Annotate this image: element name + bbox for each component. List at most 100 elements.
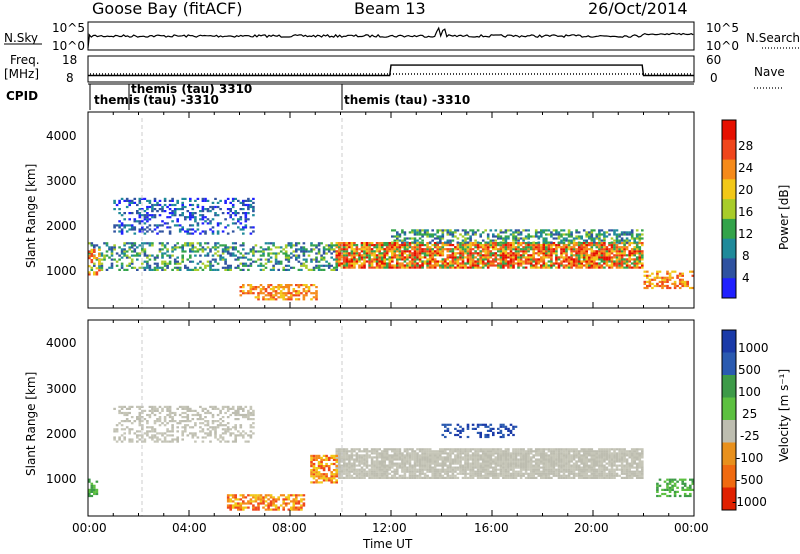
heatmap-cell (517, 466, 520, 469)
heatmap-cell (416, 262, 419, 265)
heatmap-cell (143, 216, 147, 219)
heatmap-cell (540, 448, 543, 451)
heatmap-cell (383, 462, 386, 465)
heatmap-cell (186, 407, 190, 410)
heatmap-cell (128, 242, 131, 245)
heatmap-cell (620, 252, 624, 255)
heatmap-cell (226, 208, 230, 211)
heatmap-cell (201, 208, 205, 211)
heatmap-cell (345, 468, 349, 471)
heatmap-cell (385, 246, 389, 249)
heatmap-cell (638, 252, 642, 255)
heatmap-cell (105, 244, 109, 247)
heatmap-cell (284, 264, 288, 267)
heatmap-cell (565, 244, 568, 247)
heatmap-cell (590, 462, 594, 465)
heatmap-cell (603, 233, 606, 236)
heatmap-cell (292, 294, 296, 297)
heatmap-cell (433, 260, 437, 263)
heatmap-cell (231, 230, 235, 233)
heatmap-cell (486, 233, 490, 236)
heatmap-cell (146, 426, 149, 429)
heatmap-cell (375, 452, 379, 455)
heatmap-cell (194, 246, 197, 249)
heatmap-cell (229, 216, 232, 219)
heatmap-cell (156, 201, 159, 204)
heatmap-cell (189, 268, 192, 271)
heatmap-cell (509, 242, 513, 245)
heatmap-cell (191, 212, 195, 215)
heatmap-cell (635, 470, 639, 473)
heatmap-cell (504, 256, 508, 259)
heatmap-cell (363, 454, 366, 457)
heatmap-cell (90, 261, 94, 264)
heatmap-cell (413, 246, 417, 249)
heatmap-cell (252, 248, 255, 251)
heatmap-cell (229, 413, 232, 417)
heatmap-cell (194, 220, 197, 223)
heatmap-cell (555, 256, 558, 259)
heatmap-cell (560, 448, 563, 451)
heatmap-cell (353, 460, 356, 463)
heatmap-cell (603, 250, 606, 253)
heatmap-cell (509, 246, 513, 249)
heatmap-cell (557, 470, 561, 473)
heatmap-cell (310, 248, 313, 251)
heatmap-cell (173, 210, 177, 213)
heatmap-cell (151, 205, 154, 209)
heatmap-cell (466, 468, 470, 471)
heatmap-cell (474, 454, 477, 457)
heatmap-cell (633, 462, 636, 465)
heatmap-cell (572, 239, 576, 242)
heatmap-cell (411, 237, 414, 240)
heatmap-cell (191, 203, 195, 207)
heatmap-cell (181, 407, 184, 410)
heatmap-cell (638, 248, 642, 251)
heatmap-cell (426, 248, 429, 251)
power-cbar-tick-4: 4 (742, 271, 750, 285)
heatmap-cell (459, 246, 462, 249)
heatmap-cell (585, 458, 588, 461)
heatmap-cell (110, 262, 114, 265)
heatmap-cell (143, 438, 147, 441)
heatmap-cell (555, 252, 558, 255)
heatmap-cell (643, 282, 647, 285)
heatmap-cell (469, 458, 472, 461)
heatmap-cell (537, 452, 541, 455)
heatmap-cell (365, 254, 369, 257)
heatmap-cell (156, 224, 159, 227)
heatmap-cell (439, 266, 442, 269)
heatmap-cell (620, 448, 624, 451)
heatmap-cell (646, 286, 649, 290)
heatmap-cell (229, 252, 232, 255)
heatmap-cell (348, 476, 351, 479)
heatmap-cell (320, 242, 323, 245)
heatmap-cell (118, 212, 121, 215)
heatmap-cell (158, 432, 162, 435)
heatmap-cell (403, 456, 407, 459)
heatmap-cell (588, 235, 591, 238)
heatmap-cell (378, 448, 381, 451)
heatmap-cell (133, 201, 137, 204)
heatmap-cell (486, 264, 490, 267)
heatmap-cell (466, 244, 470, 247)
heatmap-cell (398, 250, 402, 253)
heatmap-cell (529, 452, 533, 455)
heatmap-cell (598, 448, 601, 451)
heatmap-cell (171, 434, 174, 437)
heatmap-cell (537, 248, 541, 251)
heatmap-cell (580, 237, 583, 240)
heatmap-cell (464, 241, 467, 244)
heatmap-cell (279, 284, 283, 287)
heatmap-cell (338, 462, 341, 465)
heatmap-cell (95, 271, 99, 274)
heatmap-cell (320, 258, 323, 261)
heatmap-cell (408, 250, 412, 253)
heatmap-cell (340, 476, 344, 479)
heatmap-cell (204, 436, 207, 439)
heatmap-cell (542, 248, 546, 251)
heatmap-cell (411, 454, 414, 457)
heatmap-cell (630, 454, 634, 457)
heatmap-cell (133, 248, 137, 251)
heatmap-cell (171, 418, 174, 421)
